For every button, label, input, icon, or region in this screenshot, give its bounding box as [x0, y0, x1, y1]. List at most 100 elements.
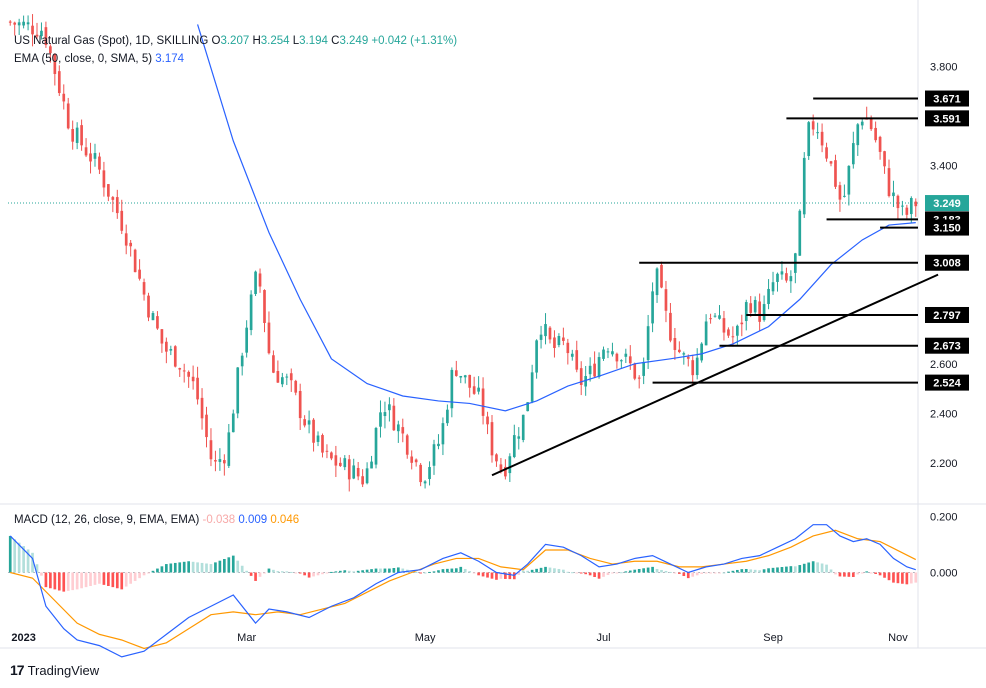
candle-body[interactable]: [843, 195, 846, 197]
candle-body[interactable]: [495, 454, 498, 462]
candle-body[interactable]: [802, 157, 806, 215]
candle-body[interactable]: [678, 349, 681, 353]
candle-body[interactable]: [892, 192, 895, 197]
candle-body[interactable]: [133, 249, 137, 273]
candle-body[interactable]: [762, 304, 766, 321]
candle-body[interactable]: [860, 121, 864, 126]
candle-body[interactable]: [405, 435, 409, 455]
candle-body[interactable]: [655, 268, 659, 296]
candle-body[interactable]: [740, 322, 744, 325]
candle-body[interactable]: [512, 435, 516, 458]
candle-body[interactable]: [584, 376, 588, 387]
candle-body[interactable]: [227, 432, 231, 466]
candle-body[interactable]: [338, 462, 342, 466]
candle-body[interactable]: [901, 205, 904, 207]
candle-body[interactable]: [437, 443, 440, 447]
candle-body[interactable]: [642, 361, 645, 376]
candle-body[interactable]: [878, 136, 882, 152]
tradingview-brand[interactable]: 17 TradingView: [10, 662, 99, 678]
candle-body[interactable]: [758, 301, 761, 322]
candle-body[interactable]: [169, 349, 173, 351]
candle-body[interactable]: [807, 122, 811, 157]
candle-body[interactable]: [223, 460, 226, 464]
candle-body[interactable]: [298, 390, 302, 419]
trendline[interactable]: [491, 273, 939, 477]
candle-body[interactable]: [477, 387, 480, 392]
candle-body[interactable]: [539, 334, 543, 340]
candle-body[interactable]: [124, 233, 128, 246]
candle-body[interactable]: [789, 276, 793, 282]
candle-body[interactable]: [347, 459, 351, 480]
candle-body[interactable]: [325, 450, 329, 452]
candle-body[interactable]: [89, 153, 92, 162]
candle-body[interactable]: [263, 290, 266, 323]
candle-body[interactable]: [267, 322, 271, 354]
candle-body[interactable]: [214, 460, 217, 462]
candle-body[interactable]: [254, 271, 257, 294]
candle-body[interactable]: [557, 336, 561, 346]
candle-body[interactable]: [544, 324, 547, 337]
candle-body[interactable]: [718, 315, 721, 319]
candle-body[interactable]: [419, 464, 422, 483]
candle-body[interactable]: [588, 365, 592, 375]
candle-body[interactable]: [820, 131, 824, 146]
candle-body[interactable]: [753, 299, 757, 313]
candle-body[interactable]: [196, 377, 199, 400]
candle-body[interactable]: [749, 303, 753, 313]
candle-body[interactable]: [504, 466, 507, 477]
candle-body[interactable]: [535, 340, 538, 373]
candle-body[interactable]: [691, 360, 695, 376]
candle-body[interactable]: [834, 160, 837, 187]
candle-body[interactable]: [187, 371, 190, 377]
candle-body[interactable]: [780, 271, 784, 275]
candle-body[interactable]: [120, 210, 124, 231]
candle-body[interactable]: [383, 412, 387, 417]
candle-body[interactable]: [151, 313, 155, 321]
candle-body[interactable]: [321, 435, 324, 453]
candle-body[interactable]: [562, 337, 565, 341]
candle-body[interactable]: [472, 386, 476, 394]
candle-body[interactable]: [673, 338, 677, 350]
candle-body[interactable]: [727, 329, 730, 336]
candle-body[interactable]: [276, 371, 280, 383]
candle-body[interactable]: [245, 327, 248, 353]
candle-body[interactable]: [107, 184, 110, 197]
candle-body[interactable]: [289, 373, 293, 381]
candle-body[interactable]: [316, 435, 320, 442]
candle-body[interactable]: [700, 343, 703, 361]
candle-body[interactable]: [776, 273, 779, 282]
candle-body[interactable]: [200, 397, 204, 419]
candle-body[interactable]: [597, 357, 601, 377]
candle-body[interactable]: [432, 444, 436, 466]
candle-body[interactable]: [851, 143, 855, 165]
candle-body[interactable]: [240, 355, 244, 367]
candle-body[interactable]: [566, 342, 570, 354]
candle-body[interactable]: [330, 452, 333, 459]
candle-body[interactable]: [410, 456, 414, 463]
candle-body[interactable]: [294, 380, 298, 393]
candle-body[interactable]: [869, 118, 873, 130]
candle-body[interactable]: [829, 161, 833, 164]
candle-body[interactable]: [191, 376, 195, 382]
candle-body[interactable]: [361, 476, 364, 485]
candle-body[interactable]: [856, 124, 860, 146]
candle-body[interactable]: [71, 129, 75, 142]
candle-body[interactable]: [611, 351, 614, 355]
candle-body[interactable]: [62, 93, 66, 102]
candle-body[interactable]: [334, 455, 338, 466]
candle-body[interactable]: [303, 419, 306, 426]
candle-body[interactable]: [423, 481, 427, 484]
candle-body[interactable]: [312, 419, 315, 443]
candle-body[interactable]: [173, 346, 177, 367]
candle-body[interactable]: [771, 282, 775, 292]
candle-body[interactable]: [441, 423, 445, 445]
candle-body[interactable]: [138, 269, 141, 279]
candle-body[interactable]: [553, 337, 556, 348]
candle-body[interactable]: [628, 356, 632, 364]
candle-body[interactable]: [147, 295, 150, 318]
candle-body[interactable]: [388, 404, 391, 411]
candle-body[interactable]: [490, 422, 494, 456]
candle-body[interactable]: [450, 369, 454, 409]
candle-body[interactable]: [651, 291, 654, 324]
